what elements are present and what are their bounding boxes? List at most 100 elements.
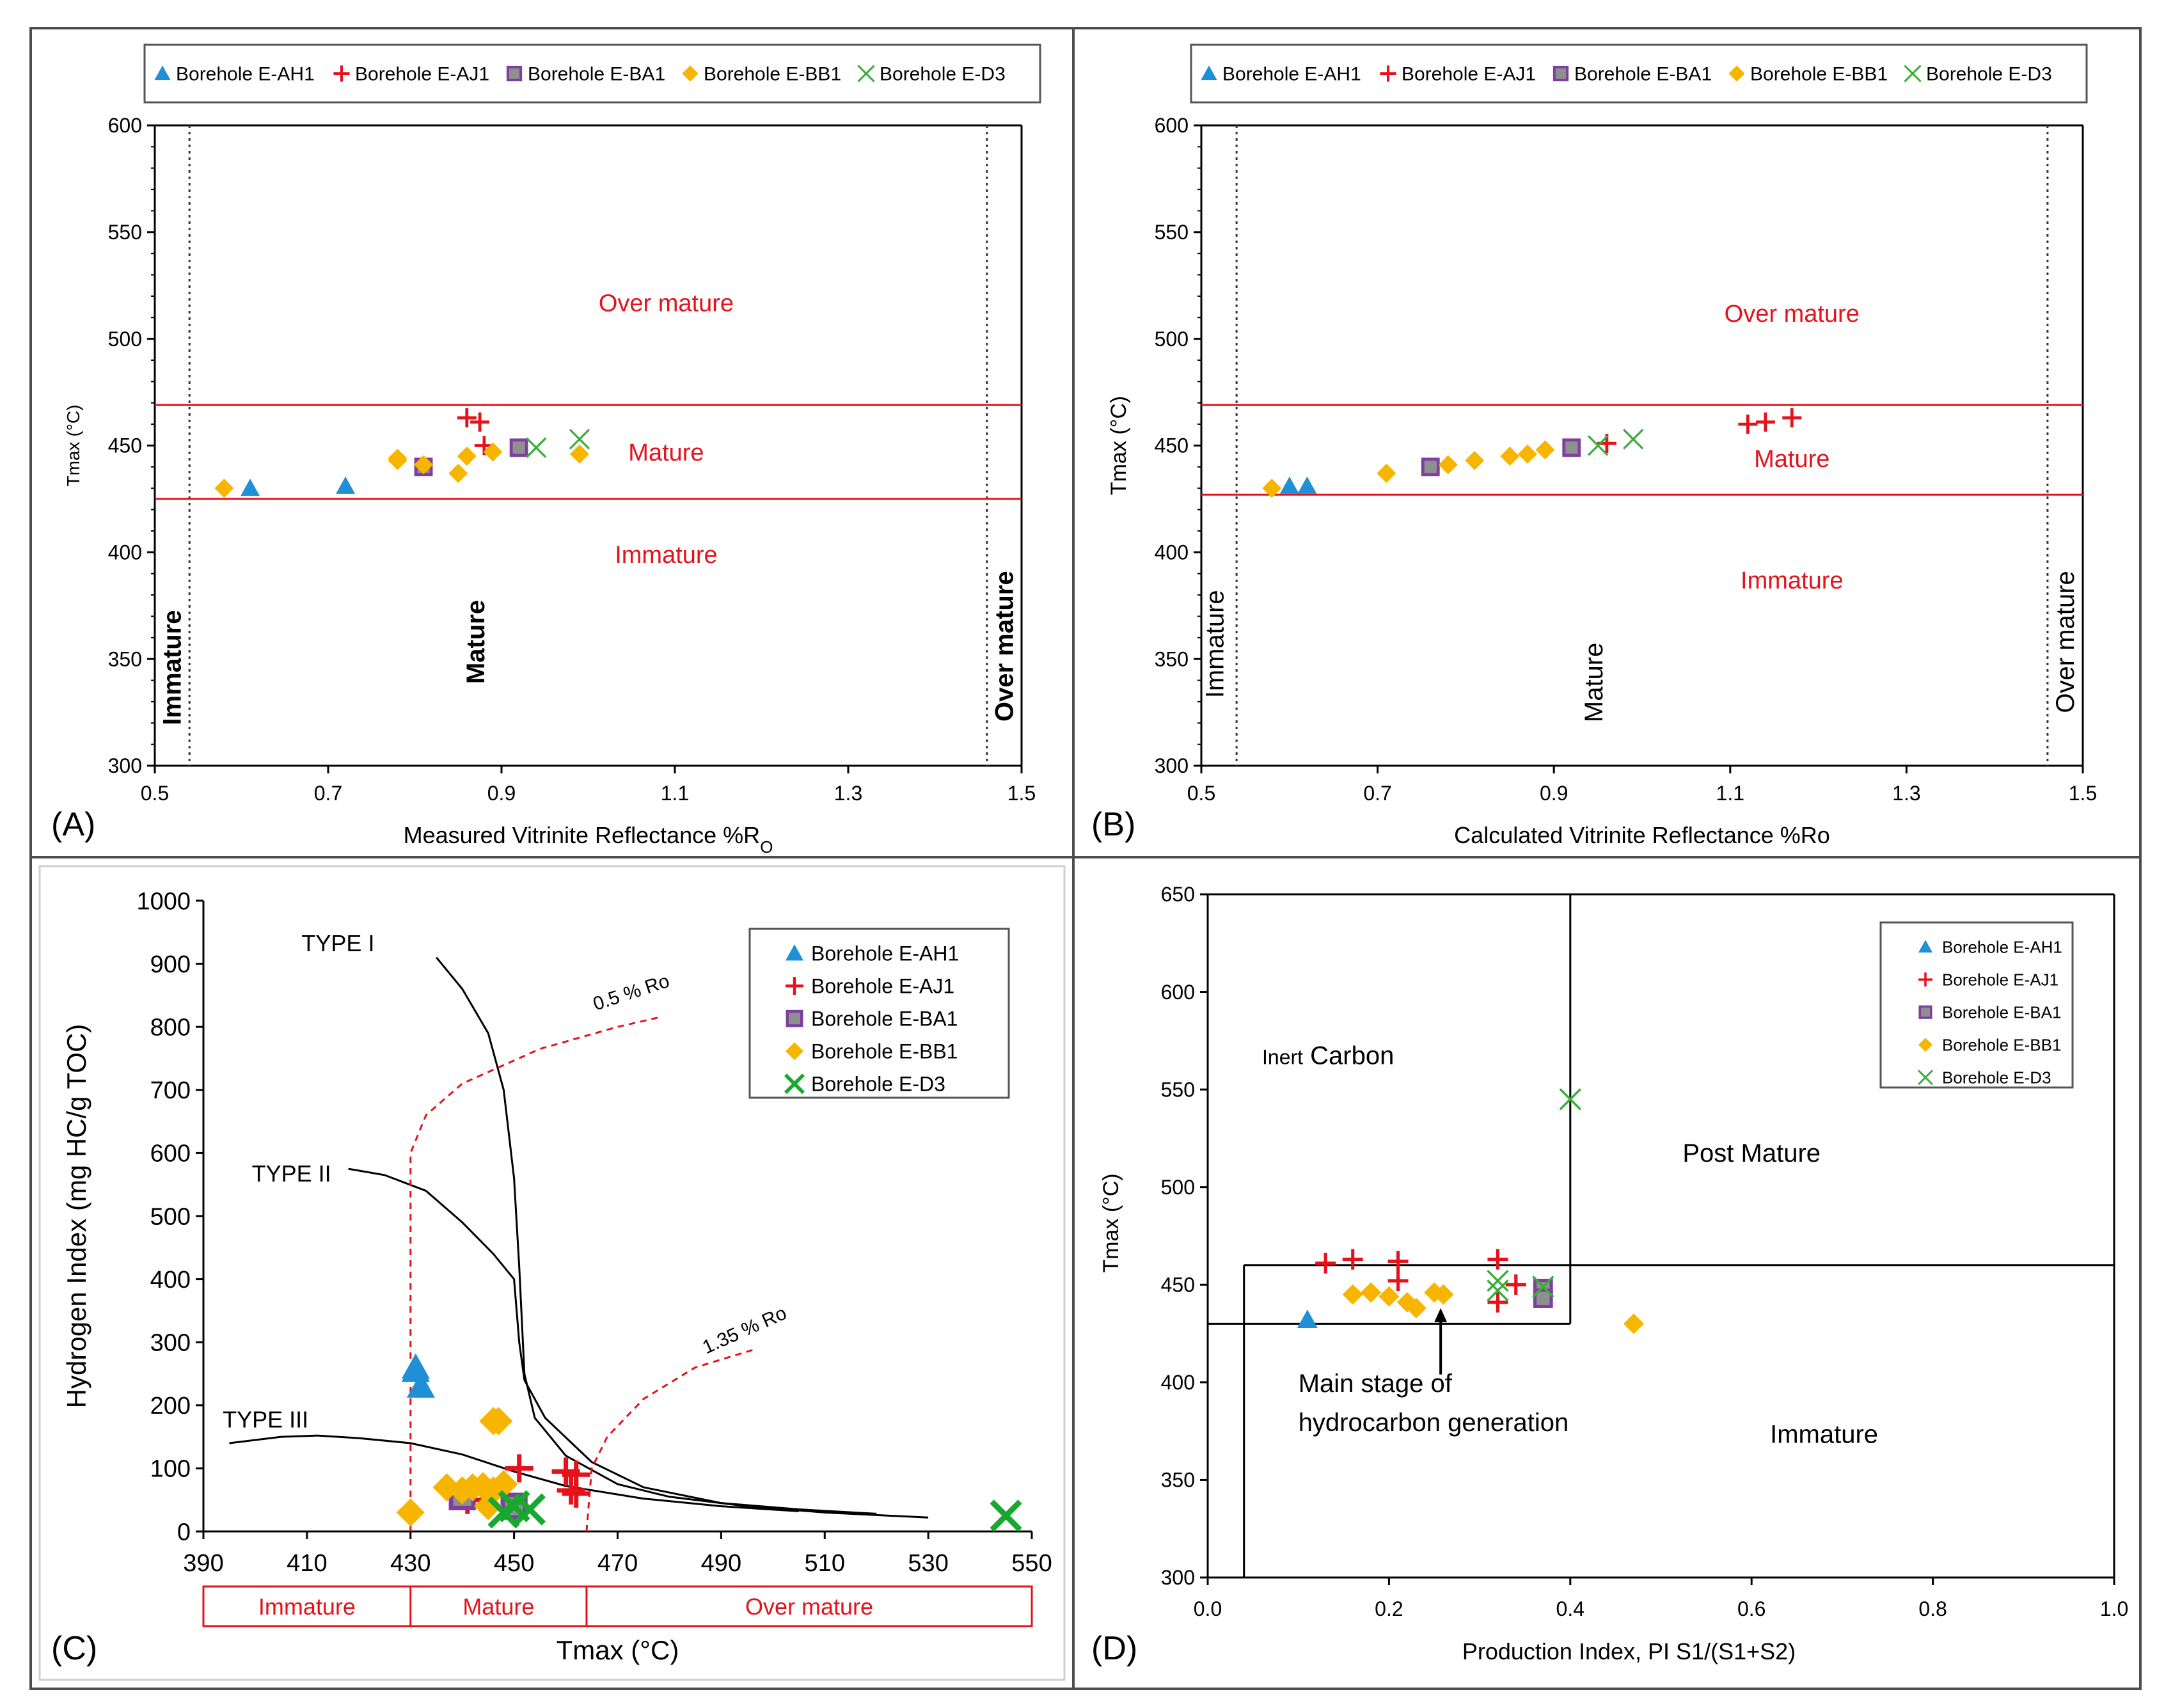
data-point-aj1 xyxy=(1342,1249,1363,1270)
data-point-d3 xyxy=(569,429,590,450)
data-point-bb1 xyxy=(484,1407,513,1435)
data-point-bb1 xyxy=(448,463,468,483)
zone-immature-label: Immature xyxy=(615,542,717,569)
zone-immature-label: Immature xyxy=(1741,567,1843,594)
data-point-aj1 xyxy=(1315,1253,1336,1274)
type-i-label: TYPE I xyxy=(301,930,374,956)
y-tick-label: 300 xyxy=(1155,754,1189,777)
panel-c-inner-frame xyxy=(38,865,1066,1681)
maturity-zone-bar xyxy=(202,1585,1033,1627)
x-axis-title: Tmax (°C) xyxy=(557,1635,679,1665)
data-point-ah1 xyxy=(1297,1309,1318,1329)
y-tick-label: 300 xyxy=(1161,1566,1195,1589)
legend-marker-aj1 xyxy=(1380,65,1396,82)
data-point-d3 xyxy=(1487,1269,1509,1292)
x-tick-label: 450 xyxy=(494,1550,534,1577)
legend-marker-bb1 xyxy=(1728,65,1745,82)
legend-label-bb1: Borehole E-BB1 xyxy=(704,64,841,85)
y-tick-label: 300 xyxy=(108,754,142,777)
y-tick-label: 650 xyxy=(1161,883,1195,906)
legend-label-bb1: Borehole E-BB1 xyxy=(1942,1035,2061,1054)
x-tick-label: 0.9 xyxy=(487,782,516,805)
data-point-bb1 xyxy=(1500,447,1520,466)
data-point-bb1 xyxy=(489,1470,518,1499)
panel-d-frame xyxy=(1072,856,2142,1690)
x-tick-label: 1.3 xyxy=(1892,782,1920,805)
maturity-zone-label: Mature xyxy=(462,1593,534,1620)
legend-label-ah1: Borehole E-AH1 xyxy=(811,942,959,965)
x-axis-title-subscript: O xyxy=(760,837,773,857)
data-point-ah1 xyxy=(406,1372,435,1398)
x-axis-title: Production Index, PI S1/(S1+S2) xyxy=(1462,1638,1796,1665)
y-tick-label: 1000 xyxy=(136,888,191,915)
immature-label: Immature xyxy=(1770,1420,1878,1448)
y-tick-label: 600 xyxy=(150,1141,191,1167)
vertical-immature-label: Immature xyxy=(1201,590,1229,698)
maturity-zone-label: Over mature xyxy=(745,1593,873,1620)
zone-over-mature-label: Over mature xyxy=(599,290,734,317)
y-tick-label: 400 xyxy=(1161,1371,1195,1394)
zone-over-mature-label: Over mature xyxy=(1725,301,1860,328)
data-point-bb1 xyxy=(1377,463,1396,483)
y-axis-title: Tmax (°C) xyxy=(1107,396,1131,495)
y-tick-label: 350 xyxy=(1161,1469,1195,1492)
x-tick-label: 430 xyxy=(390,1550,431,1577)
legend-label-ah1: Borehole E-AH1 xyxy=(1942,937,2062,956)
legend-marker-ba1 xyxy=(1553,65,1569,82)
legend-marker-ba1 xyxy=(786,1009,803,1027)
x-tick-label: 1.1 xyxy=(1716,782,1744,805)
legend-label-d3: Borehole E-D3 xyxy=(1926,64,2052,85)
y-tick-label: 800 xyxy=(150,1015,191,1041)
x-tick-label: 0.7 xyxy=(314,782,342,805)
x-tick-label: 550 xyxy=(1011,1550,1052,1577)
y-tick-label: 300 xyxy=(150,1330,191,1357)
data-point-ah1 xyxy=(401,1356,430,1382)
legend-marker-aj1 xyxy=(1918,972,1932,987)
data-point-bb1 xyxy=(1379,1286,1400,1307)
y-tick-label: 500 xyxy=(150,1203,191,1230)
y-axis-title: Tmax (°C) xyxy=(1099,1173,1123,1272)
x-tick-label: 1.5 xyxy=(1007,782,1036,805)
data-point-aj1 xyxy=(470,412,490,432)
y-tick-label: 600 xyxy=(1155,114,1189,137)
maturity-zone-label: Immature xyxy=(258,1593,356,1620)
x-tick-label: 0.8 xyxy=(1918,1597,1947,1620)
ro-isoline xyxy=(585,1347,758,1532)
data-point-d3 xyxy=(513,1493,546,1526)
data-point-ba1 xyxy=(1421,457,1440,477)
legend-label-bb1: Borehole E-BB1 xyxy=(811,1040,958,1063)
data-point-d3 xyxy=(1487,1279,1509,1302)
post-mature-label: Post Mature xyxy=(1682,1139,1821,1167)
legend-box xyxy=(1879,921,2074,1089)
data-point-bb1 xyxy=(569,444,589,464)
x-tick-label: 0.7 xyxy=(1363,782,1391,805)
arrow-head xyxy=(1434,1308,1448,1322)
legend-marker-aj1 xyxy=(786,977,803,995)
data-point-bb1 xyxy=(388,448,407,468)
y-tick-label: 450 xyxy=(1161,1273,1195,1296)
y-tick-label: 550 xyxy=(1155,221,1189,244)
y-tick-label: 400 xyxy=(150,1267,191,1293)
zone-mature-label: Mature xyxy=(628,439,704,466)
legend-label-aj1: Borehole E-AJ1 xyxy=(811,974,954,997)
x-tick-label: 0.5 xyxy=(1187,782,1215,805)
legend-box xyxy=(1190,43,2088,104)
legend-marker-bb1 xyxy=(682,65,699,82)
legend-marker-d3 xyxy=(857,65,875,83)
panel-b-chart: 0.5 0.7 0.9 1.1 1.3 1.5 300 350 400 450 500 550 600 B… xyxy=(1107,43,2097,848)
main-stage-label-line2: hydrocarbon generation xyxy=(1299,1409,1569,1437)
x-tick-label: 1.5 xyxy=(2069,782,2097,805)
y-tick-label: 900 xyxy=(150,951,191,978)
data-point-bb1 xyxy=(483,442,503,462)
x-tick-label: 490 xyxy=(701,1550,741,1577)
kerogen-type-curve xyxy=(229,1434,799,1512)
y-axis-title: Hydrogen Index (mg HC/g TOC) xyxy=(61,1024,91,1409)
data-point-bb1 xyxy=(474,1492,503,1521)
y-tick-label: 350 xyxy=(1155,647,1189,670)
legend-marker-d3 xyxy=(784,1073,805,1095)
main-stage-label-line1: Main stage of xyxy=(1299,1370,1453,1398)
x-tick-label: 390 xyxy=(183,1550,223,1577)
data-point-d3 xyxy=(990,1499,1022,1532)
type-ii-label: TYPE II xyxy=(252,1160,331,1187)
